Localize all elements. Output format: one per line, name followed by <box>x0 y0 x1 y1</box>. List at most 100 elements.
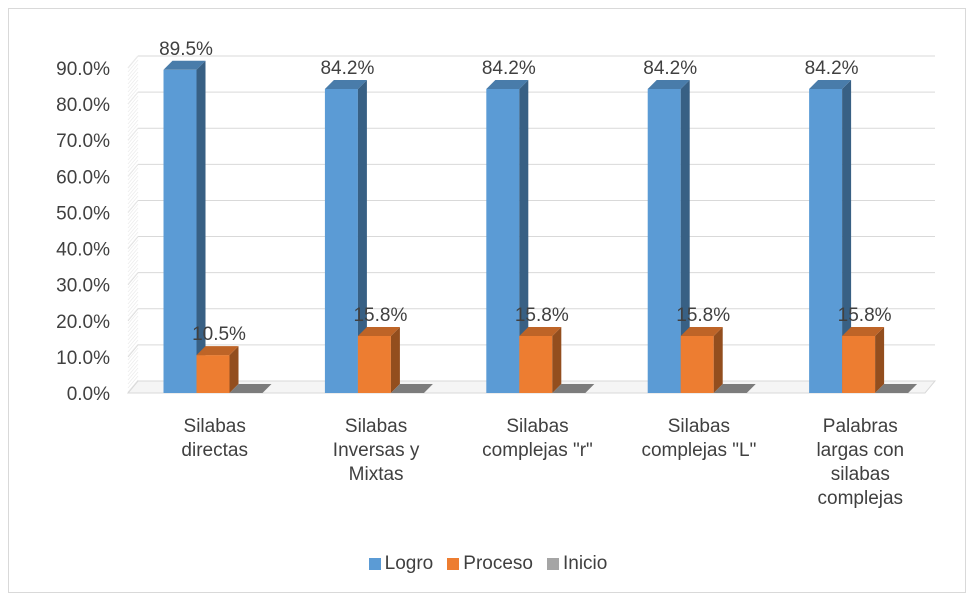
bar-top-proceso <box>357 326 400 336</box>
x-category-label: Silabas directas <box>181 416 248 461</box>
y-tick-label: 0.0% <box>67 384 110 405</box>
wall-hatch <box>127 363 139 377</box>
y-tick-label: 40.0% <box>56 240 110 261</box>
legend-swatch-logro <box>368 558 381 570</box>
wall-hatch <box>127 319 139 333</box>
wall-hatch <box>127 71 139 85</box>
bar-proceso <box>680 335 714 393</box>
wall-hatch <box>127 255 139 269</box>
y-tick-label: 70.0% <box>56 131 110 152</box>
wall-hatch <box>127 307 139 321</box>
wall-hatch <box>127 303 139 317</box>
bar-side-proceso <box>875 326 885 393</box>
wall-hatch <box>127 367 139 381</box>
bar-top-proceso <box>196 346 239 356</box>
bar-side-logro <box>842 79 852 393</box>
y-tick-label: 90.0% <box>56 59 110 80</box>
wall-hatch <box>127 179 139 193</box>
bar-side-proceso <box>390 326 400 393</box>
bar-top-logro <box>647 79 690 89</box>
bar-inicio <box>390 384 433 393</box>
legend-swatch-inicio <box>546 558 559 570</box>
y-tick-label: 10.0% <box>56 348 110 369</box>
wall-hatch <box>127 291 139 305</box>
data-label-logro: 84.2% <box>320 58 374 79</box>
wall-hatch <box>127 107 139 121</box>
wall-hatch <box>127 239 139 253</box>
data-label-logro: 84.2% <box>643 58 697 79</box>
data-label-logro: 84.2% <box>805 58 859 79</box>
wall-hatch <box>127 371 139 385</box>
bar-side-logro <box>196 60 206 394</box>
wall-hatch <box>127 79 139 93</box>
wall-hatch <box>127 263 139 277</box>
wall-hatch <box>127 275 139 289</box>
side-gridline <box>127 308 139 322</box>
bar-logro <box>647 88 681 393</box>
wall-hatch <box>127 55 139 69</box>
wall-hatch <box>127 147 139 161</box>
wall-hatch <box>127 59 139 73</box>
wall-hatch <box>127 199 139 213</box>
wall-hatch <box>127 335 139 349</box>
x-category-label: Silabas complejas "L" <box>641 416 756 461</box>
x-category-label: Palabras largas con silabas complejas <box>816 416 904 509</box>
wall-hatch <box>127 155 139 169</box>
legend-swatch-proceso <box>447 558 460 570</box>
wall-hatch <box>127 299 139 313</box>
wall-hatch <box>127 67 139 81</box>
data-label-logro: 89.5% <box>159 39 213 60</box>
wall-hatch <box>127 103 139 117</box>
bar-logro <box>809 88 843 393</box>
bar-proceso <box>196 355 230 393</box>
bar-side-logro <box>357 79 367 393</box>
data-label-proceso: 15.8% <box>515 305 569 326</box>
legend-item-logro: Logro <box>368 553 433 575</box>
bar-logro <box>324 88 358 393</box>
wall-hatch <box>127 343 139 357</box>
wall-hatch <box>127 311 139 325</box>
legend-item-proceso: Proceso <box>447 553 533 575</box>
wall-hatch <box>127 219 139 233</box>
side-gridline <box>127 344 139 358</box>
wall-hatch <box>127 375 139 389</box>
wall-hatch <box>127 295 139 309</box>
wall-hatch <box>127 123 139 137</box>
bar-top-logro <box>163 60 206 70</box>
wall-hatch <box>127 135 139 149</box>
wall-hatch <box>127 175 139 189</box>
wall-hatch <box>127 151 139 165</box>
wall-hatch <box>127 191 139 205</box>
data-label-logro: 84.2% <box>482 58 536 79</box>
wall-hatch <box>127 91 139 105</box>
bar-side-proceso <box>713 326 723 393</box>
side-gridline <box>127 272 139 285</box>
wall-hatch <box>127 195 139 209</box>
legend-item-inicio: Inicio <box>546 553 607 575</box>
wall-hatch <box>127 159 139 173</box>
wall-hatch <box>127 223 139 237</box>
bar-top-proceso <box>680 326 723 336</box>
bar-side-logro <box>519 79 529 393</box>
y-tick-label: 30.0% <box>56 276 110 297</box>
wall-hatch <box>127 323 139 337</box>
wall-hatch <box>127 251 139 265</box>
wall-hatch <box>127 131 139 145</box>
legend-label-proceso: Proceso <box>463 553 533 574</box>
wall-hatch <box>127 111 139 125</box>
wall-hatch <box>127 75 139 89</box>
wall-hatch <box>127 271 139 285</box>
wall-hatch <box>127 167 139 181</box>
wall-hatch <box>127 187 139 201</box>
wall-hatch <box>127 247 139 261</box>
wall-hatch <box>127 327 139 341</box>
wall-hatch <box>127 83 139 97</box>
data-label-proceso: 15.8% <box>676 305 730 326</box>
bar-inicio <box>713 384 756 393</box>
bar-logro <box>486 88 520 393</box>
data-label-proceso: 15.8% <box>353 305 407 326</box>
wall-hatch <box>127 227 139 241</box>
wall-hatch <box>127 183 139 197</box>
wall-hatch <box>127 211 139 225</box>
